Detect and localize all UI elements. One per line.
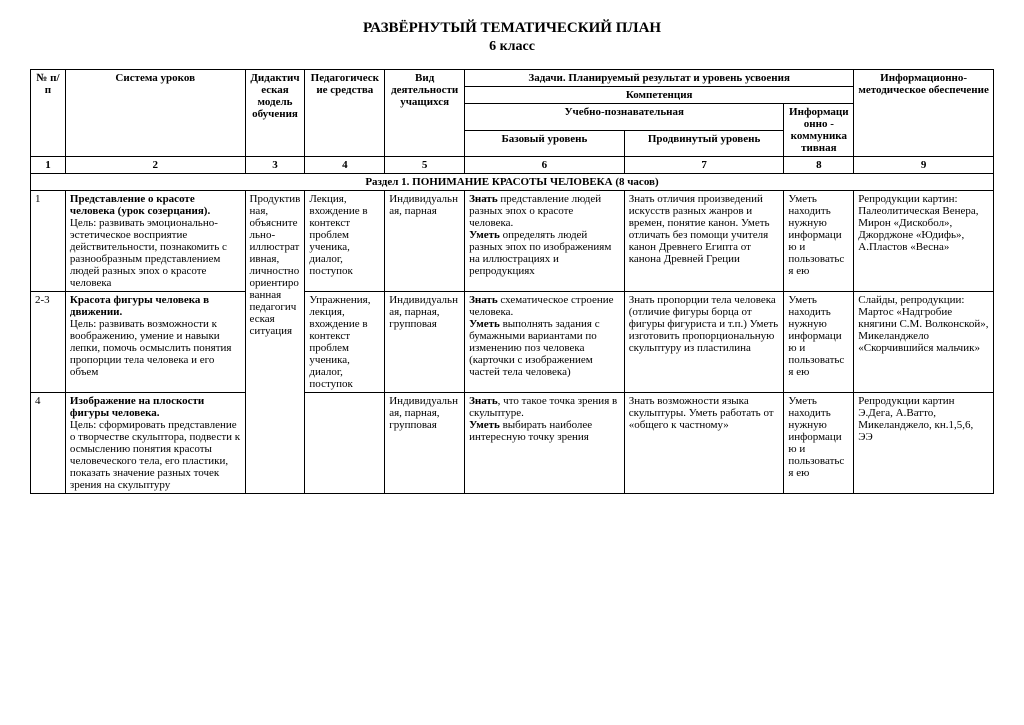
base-lead: Знать: [469, 294, 498, 306]
row-system: Изображение на плоскости фигуры человека…: [65, 393, 245, 494]
section-1-title: Раздел 1. ПОНИМАНИЕ КРАСОТЫ ЧЕЛОВЕКА (8 …: [31, 174, 994, 191]
th-tasks: Задачи. Планируемый результат и уровень …: [465, 70, 854, 87]
table-row: 1 Представление о красоте человека (урок…: [31, 191, 994, 292]
colnum-6: 6: [465, 157, 625, 174]
th-info-comm: Информационно - коммуникативная: [784, 104, 854, 157]
th-advanced: Продвинутый уровень: [624, 130, 784, 157]
th-base: Базовый уровень: [465, 130, 625, 157]
row-activity: Индивидуальная, парная: [385, 191, 465, 292]
row-num: 1: [31, 191, 66, 292]
colnum-8: 8: [784, 157, 854, 174]
row-num: 4: [31, 393, 66, 494]
th-competence: Компетенция: [465, 87, 854, 104]
table-row: 2-3 Красота фигуры человека в движении. …: [31, 292, 994, 393]
base-lead: Знать: [469, 395, 498, 407]
row-system-title: Изображение на плоскости фигуры человека…: [70, 395, 204, 419]
base-lead: Знать: [469, 193, 498, 205]
row-system-title: Представление о красоте человека (урок с…: [70, 193, 210, 217]
row-system-body: Цель: сформировать представление о творч…: [70, 419, 240, 491]
colnum-4: 4: [305, 157, 385, 174]
row-info-comm: Уметь находить нужную информацию и польз…: [784, 191, 854, 292]
row-pedagogic: Упражнения, лекция, вхождение в контекст…: [305, 292, 385, 393]
row-info-support: Репродукции картин: Палеолитическая Вене…: [854, 191, 994, 292]
base-lead2: Уметь: [469, 318, 500, 330]
th-info-support: Информационно-методическое обеспечение: [854, 70, 994, 157]
th-system: Система уроков: [65, 70, 245, 157]
page-subtitle: 6 класс: [30, 39, 994, 55]
row-num: 2-3: [31, 292, 66, 393]
row-base: Знать схематическое строение человека. У…: [465, 292, 625, 393]
row-didactic: Продуктивная, объяснительно-иллюстративн…: [245, 191, 305, 494]
row-info-comm: Уметь находить нужную информацию и польз…: [784, 393, 854, 494]
row-base: Знать представление людей разных эпох о …: [465, 191, 625, 292]
colnum-5: 5: [385, 157, 465, 174]
row-advanced: Знать пропорции тела человека (отличие ф…: [624, 292, 784, 393]
base-lead2: Уметь: [469, 419, 500, 431]
colnum-7: 7: [624, 157, 784, 174]
row-system: Представление о красоте человека (урок с…: [65, 191, 245, 292]
header-row-1: № п/п Система уроков Дидактическая модел…: [31, 70, 994, 87]
th-pedagogic: Педагогические средства: [305, 70, 385, 157]
page-title: РАЗВЁРНУТЫЙ ТЕМАТИЧЕСКИЙ ПЛАН: [30, 20, 994, 37]
row-info-support: Слайды, репродукции: Мартос «Надгробие к…: [854, 292, 994, 393]
colnum-9: 9: [854, 157, 994, 174]
row-base: Знать, что такое точка зрения в скульпту…: [465, 393, 625, 494]
row-info-support: Репродукции картин Э.Дега, А.Ватто, Мике…: [854, 393, 994, 494]
row-info-comm: Уметь находить нужную информацию и польз…: [784, 292, 854, 393]
colnum-1: 1: [31, 157, 66, 174]
th-num: № п/п: [31, 70, 66, 157]
row-advanced: Знать отличия произведений искусств разн…: [624, 191, 784, 292]
row-system-title: Красота фигуры человека в движении.: [70, 294, 209, 318]
curriculum-table: № п/п Система уроков Дидактическая модел…: [30, 69, 994, 494]
colnum-2: 2: [65, 157, 245, 174]
th-activity: Вид деятельности учащихся: [385, 70, 465, 157]
row-system-body: Цель: развивать возможности к воображени…: [70, 318, 232, 378]
row-activity: Индивидуальная, парная, групповая: [385, 292, 465, 393]
table-row: 4 Изображение на плоскости фигуры челове…: [31, 393, 994, 494]
colnum-row: 1 2 3 4 5 6 7 8 9: [31, 157, 994, 174]
section-row-1: Раздел 1. ПОНИМАНИЕ КРАСОТЫ ЧЕЛОВЕКА (8 …: [31, 174, 994, 191]
row-system-body: Цель: развивать эмоционально- эстетическ…: [70, 217, 227, 289]
colnum-3: 3: [245, 157, 305, 174]
th-cognitive: Учебно-познавательная: [465, 104, 784, 131]
row-activity: Индивидуальная, парная, групповая: [385, 393, 465, 494]
row-system: Красота фигуры человека в движении. Цель…: [65, 292, 245, 393]
row-advanced: Знать возможности языка скульптуры. Умет…: [624, 393, 784, 494]
row-pedagogic: [305, 393, 385, 494]
base-lead2: Уметь: [469, 229, 500, 241]
th-didactic: Дидактическая модель обучения: [245, 70, 305, 157]
row-pedagogic: Лекция, вхождение в контекст проблем уче…: [305, 191, 385, 292]
